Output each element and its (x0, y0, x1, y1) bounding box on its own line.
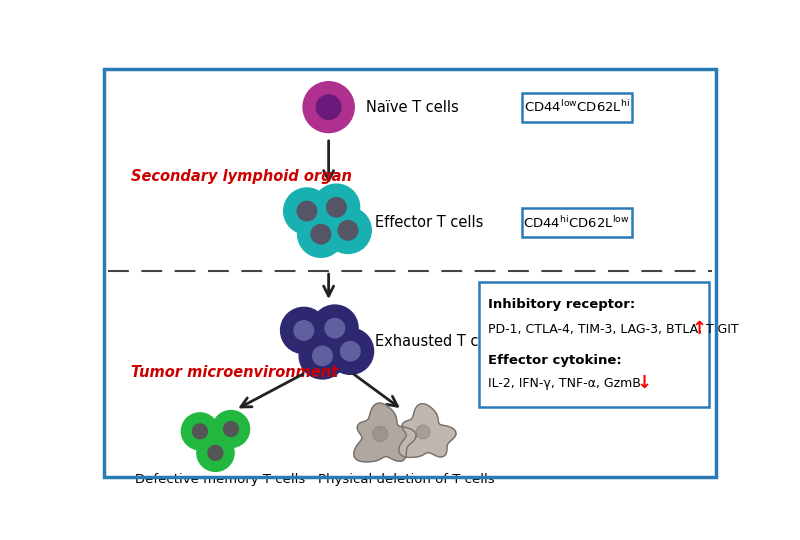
Circle shape (313, 346, 332, 366)
Text: CD44$^{\mathsf{low}}$CD62L$^{\mathsf{hi}}$: CD44$^{\mathsf{low}}$CD62L$^{\mathsf{hi}… (523, 99, 630, 115)
Circle shape (193, 424, 207, 438)
Circle shape (338, 221, 358, 240)
Circle shape (341, 341, 360, 361)
Text: Exhausted T cells: Exhausted T cells (375, 334, 504, 349)
FancyBboxPatch shape (522, 208, 632, 237)
Polygon shape (399, 403, 456, 457)
Circle shape (327, 328, 374, 374)
Text: CD44$^{\mathsf{hi}}$CD62L$^{\mathsf{low}}$: CD44$^{\mathsf{hi}}$CD62L$^{\mathsf{low}… (523, 215, 630, 231)
Text: Effector T cells: Effector T cells (375, 215, 483, 230)
Circle shape (316, 95, 341, 119)
Circle shape (298, 211, 344, 257)
Circle shape (297, 201, 317, 221)
Text: Naïve T cells: Naïve T cells (366, 100, 458, 114)
Text: Tumor microenvironment: Tumor microenvironment (131, 365, 338, 380)
Circle shape (416, 425, 430, 439)
Text: Secondary lymphoid organ: Secondary lymphoid organ (131, 169, 352, 184)
Circle shape (373, 427, 388, 442)
Text: ↑: ↑ (691, 320, 706, 338)
Circle shape (325, 319, 345, 338)
Circle shape (325, 207, 371, 253)
Circle shape (284, 188, 330, 234)
Text: Effector cytokine:: Effector cytokine: (487, 354, 622, 367)
Text: Defective memory T cells: Defective memory T cells (135, 473, 306, 486)
Circle shape (281, 307, 327, 354)
Circle shape (313, 184, 360, 231)
Circle shape (299, 333, 346, 379)
FancyBboxPatch shape (479, 282, 709, 407)
FancyBboxPatch shape (522, 92, 632, 122)
Text: IL-2, IFN-γ, TNF-α, GzmB: IL-2, IFN-γ, TNF-α, GzmB (487, 377, 640, 390)
Text: Physical deletion of T cells: Physical deletion of T cells (318, 473, 494, 486)
Circle shape (311, 305, 358, 351)
Circle shape (212, 410, 250, 448)
Circle shape (182, 413, 218, 450)
Circle shape (197, 434, 234, 471)
Circle shape (326, 198, 346, 217)
Polygon shape (354, 403, 416, 462)
Circle shape (223, 422, 238, 436)
Text: Inhibitory receptor:: Inhibitory receptor: (487, 298, 634, 311)
Text: ↓: ↓ (636, 374, 651, 391)
Circle shape (311, 225, 330, 244)
Circle shape (303, 82, 354, 132)
Circle shape (294, 321, 314, 340)
Text: PD-1, CTLA-4, TIM-3, LAG-3, BTLA, TIGIT: PD-1, CTLA-4, TIM-3, LAG-3, BTLA, TIGIT (487, 323, 738, 336)
Circle shape (208, 446, 223, 460)
